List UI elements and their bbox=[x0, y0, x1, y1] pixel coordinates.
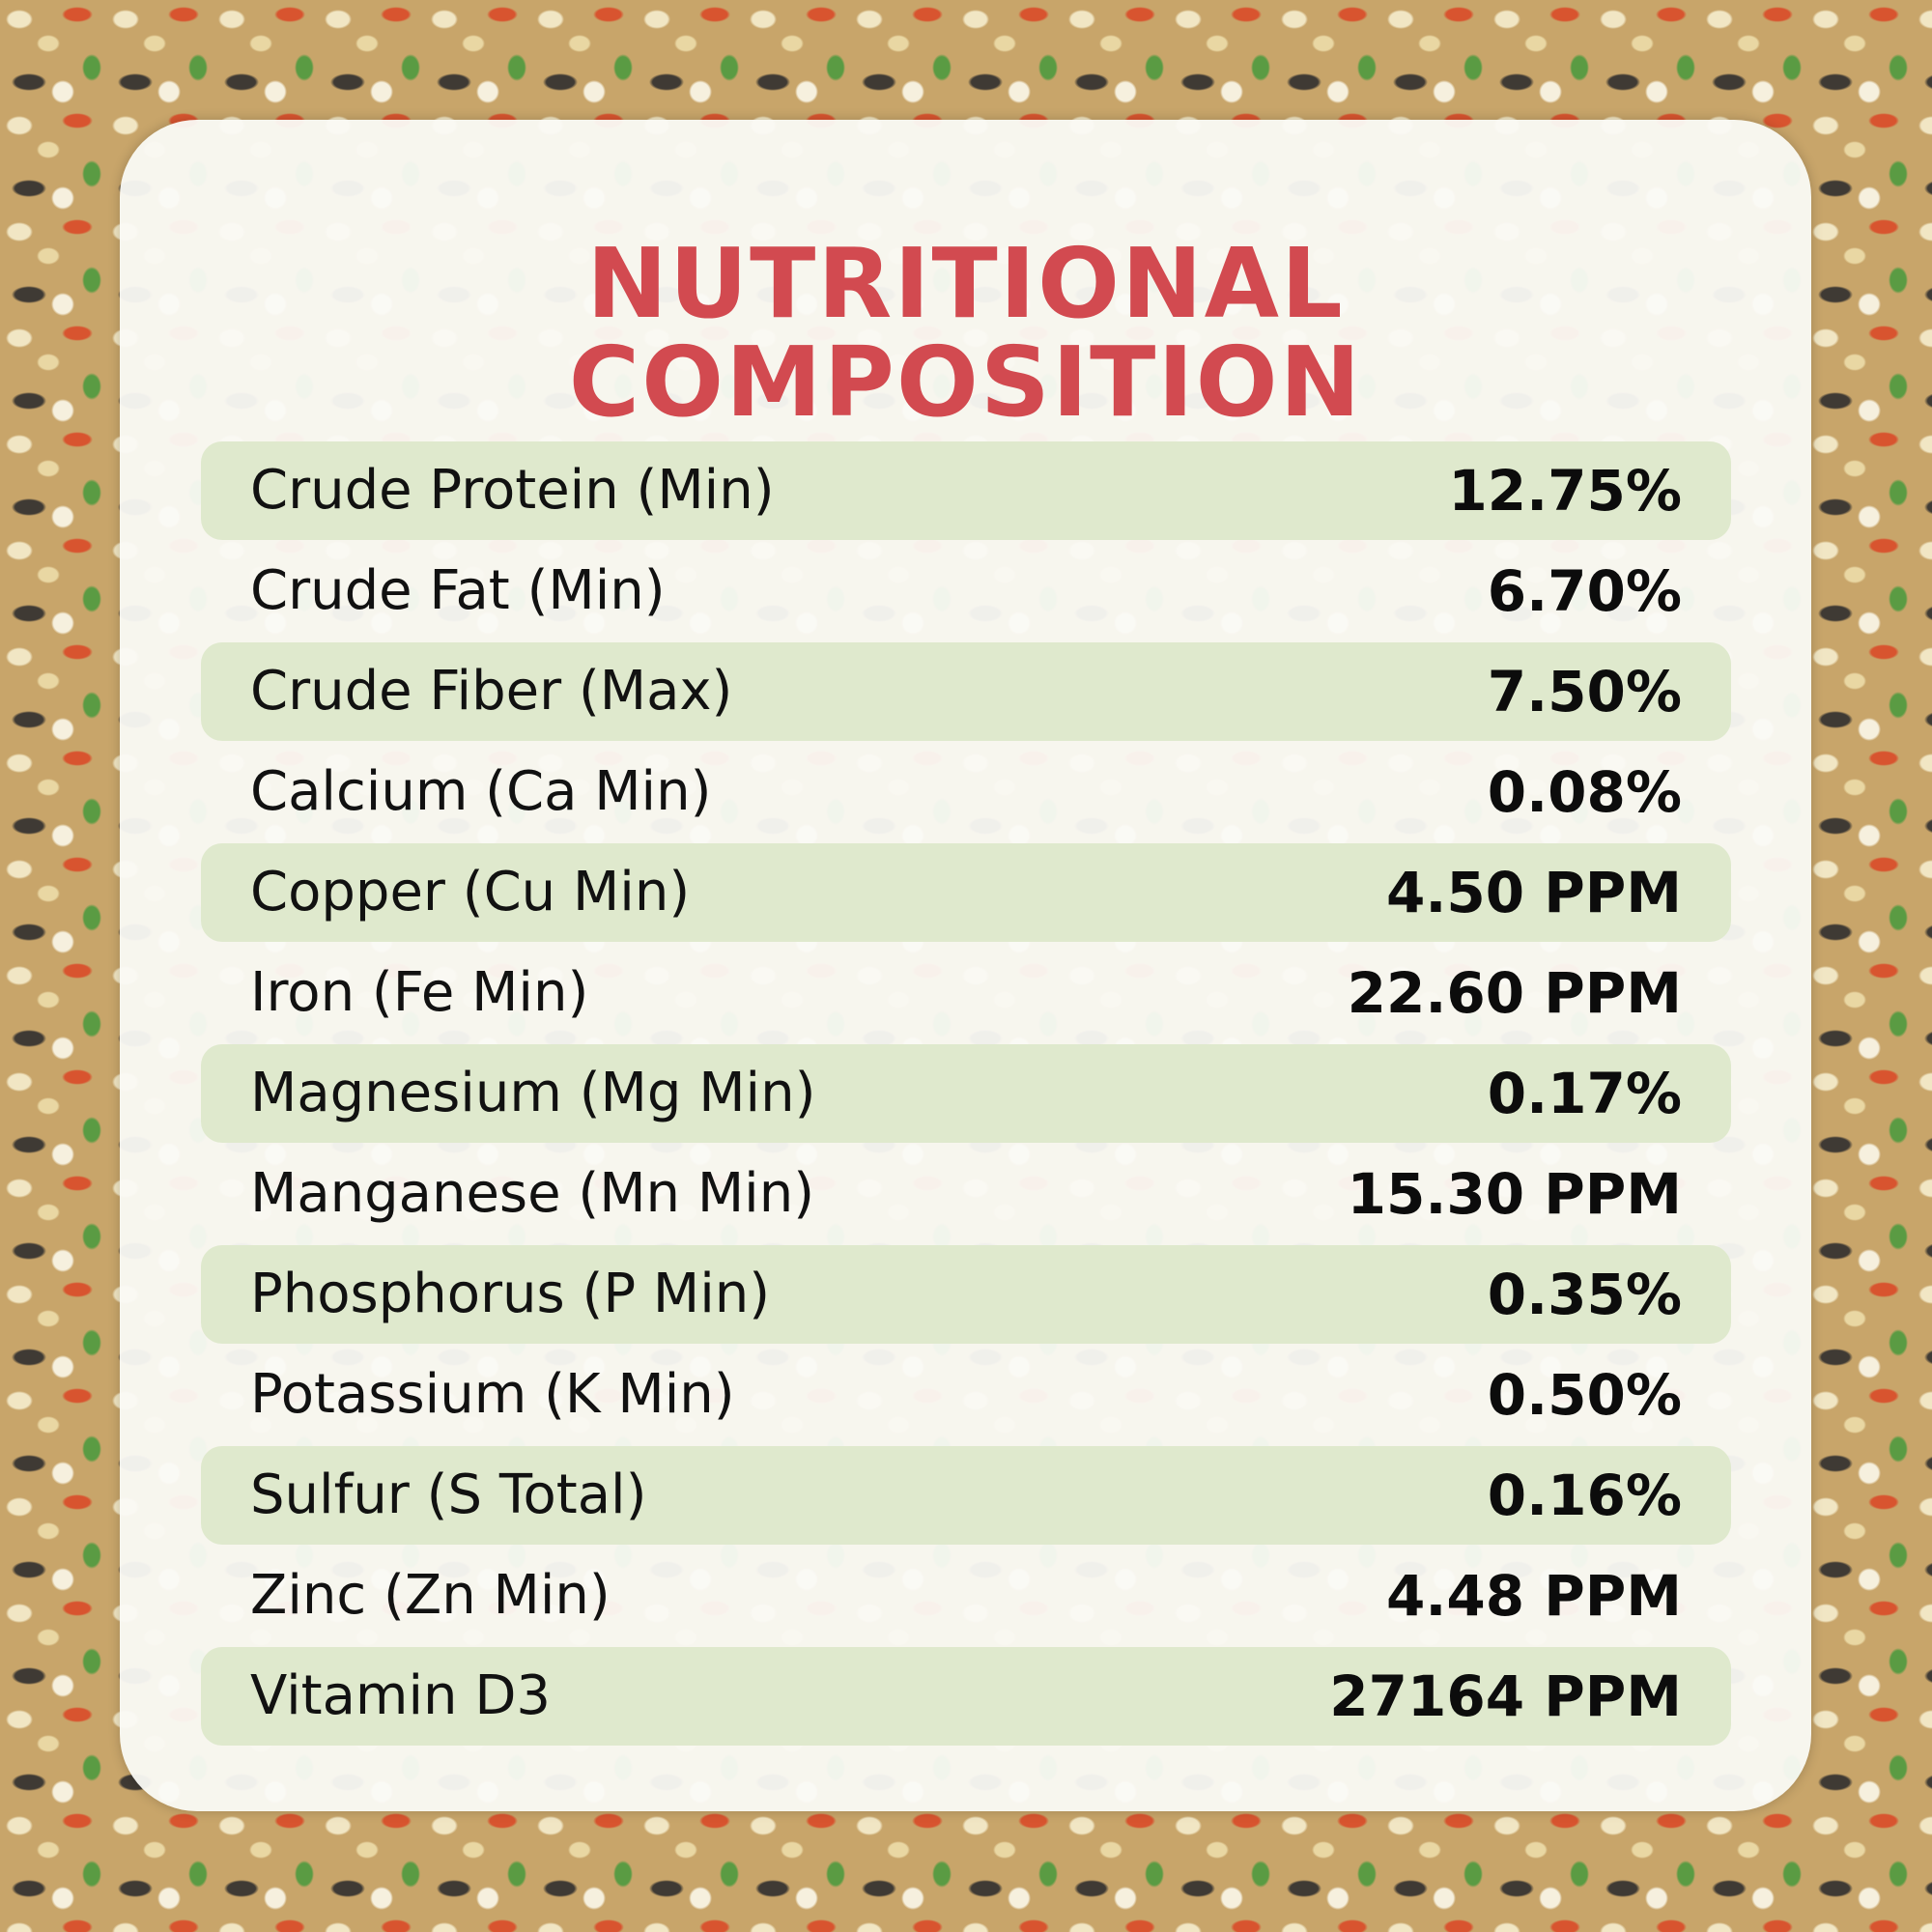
nutrient-label: Manganese (Mn Min) bbox=[250, 1162, 815, 1225]
table-row: Crude Protein (Min) 12.75% bbox=[201, 441, 1731, 540]
nutrient-label: Sulfur (S Total) bbox=[250, 1463, 647, 1526]
nutrient-label: Copper (Cu Min) bbox=[250, 861, 691, 923]
nutrient-label: Calcium (Ca Min) bbox=[250, 760, 712, 823]
nutrient-label: Zinc (Zn Min) bbox=[250, 1564, 611, 1627]
title-line: COMPOSITION bbox=[568, 326, 1363, 439]
table-row: Iron (Fe Min) 22.60 PPM bbox=[201, 944, 1731, 1042]
table-row: Zinc (Zn Min) 4.48 PPM bbox=[201, 1547, 1731, 1645]
nutrient-value: 4.50 PPM bbox=[1385, 860, 1682, 925]
nutrient-value: 27164 PPM bbox=[1329, 1663, 1682, 1729]
table-row: Phosphorus (P Min) 0.35% bbox=[201, 1245, 1731, 1344]
nutrient-label: Crude Fat (Min) bbox=[250, 559, 666, 622]
nutrient-value: 7.50% bbox=[1487, 659, 1682, 724]
table-row: Copper (Cu Min) 4.50 PPM bbox=[201, 843, 1731, 942]
nutrient-value: 15.30 PPM bbox=[1347, 1161, 1682, 1227]
card: NUTRITIONAL COMPOSITION Crude Protein (M… bbox=[120, 120, 1811, 1811]
nutrient-value: 0.50% bbox=[1487, 1362, 1682, 1428]
nutrient-label: Crude Protein (Min) bbox=[250, 459, 775, 522]
nutrient-value: 4.48 PPM bbox=[1385, 1563, 1682, 1629]
nutrient-value: 0.35% bbox=[1487, 1262, 1682, 1327]
nutrient-label: Magnesium (Mg Min) bbox=[250, 1062, 816, 1124]
title-line: NUTRITIONAL bbox=[586, 227, 1345, 340]
nutrient-value: 0.17% bbox=[1487, 1061, 1682, 1126]
table-row: Manganese (Mn Min) 15.30 PPM bbox=[201, 1145, 1731, 1243]
nutrient-value: 12.75% bbox=[1448, 458, 1682, 524]
nutrient-label: Iron (Fe Min) bbox=[250, 961, 589, 1024]
nutrient-value: 22.60 PPM bbox=[1347, 960, 1682, 1026]
table-row: Potassium (K Min) 0.50% bbox=[201, 1346, 1731, 1444]
nutrient-value: 0.08% bbox=[1487, 759, 1682, 825]
table-row: Crude Fiber (Max) 7.50% bbox=[201, 642, 1731, 741]
nutrient-label: Crude Fiber (Max) bbox=[250, 660, 733, 723]
table-row: Magnesium (Mg Min) 0.17% bbox=[201, 1044, 1731, 1143]
nutrient-label: Vitamin D3 bbox=[250, 1664, 552, 1727]
nutrient-label: Potassium (K Min) bbox=[250, 1363, 735, 1426]
nutrient-label: Phosphorus (P Min) bbox=[250, 1263, 771, 1325]
table-row: Sulfur (S Total) 0.16% bbox=[201, 1446, 1731, 1545]
table-row: Calcium (Ca Min) 0.08% bbox=[201, 743, 1731, 841]
nutrient-value: 0.16% bbox=[1487, 1463, 1682, 1528]
nutrient-value: 6.70% bbox=[1487, 558, 1682, 624]
table-row: Crude Fat (Min) 6.70% bbox=[201, 542, 1731, 640]
table-row: Vitamin D3 27164 PPM bbox=[201, 1647, 1731, 1746]
